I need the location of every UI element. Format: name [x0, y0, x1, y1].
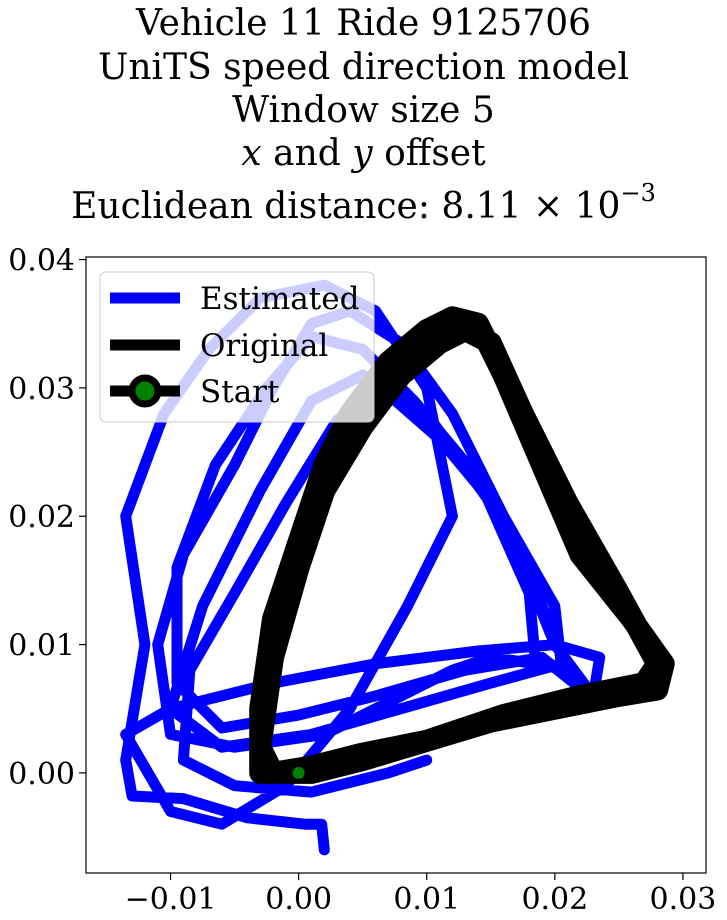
x-tick-label: 0.01	[393, 882, 460, 917]
title-line-5: Euclidean distance: 8.11 × 10−3	[0, 177, 727, 227]
y-tick-label: 0.00	[8, 757, 75, 792]
legend: Estimated Original Start	[99, 271, 375, 423]
y-tick-label: 0.02	[8, 500, 75, 535]
axes-frame	[85, 256, 707, 874]
title-line-2: UniTS speed direction model	[98, 47, 629, 88]
title-line-1: Vehicle 11 Ride 9125706	[135, 3, 592, 44]
y-tick-label: 0.03	[8, 372, 75, 407]
title-distance: Euclidean distance: 8.11 × 10	[71, 186, 621, 227]
legend-start-label: Start	[200, 374, 280, 410]
title-line-3: Window size 5	[232, 90, 495, 131]
title-line-4: x and y offset	[0, 134, 727, 174]
title-distance-exponent: −3	[620, 179, 656, 207]
legend-start-marker	[128, 374, 162, 408]
legend-estimated-label: Estimated	[200, 281, 359, 317]
title-and: and	[261, 133, 353, 174]
legend-original-label: Original	[200, 328, 328, 364]
x-tick-label: 0.02	[521, 882, 588, 917]
legend-box	[99, 271, 375, 423]
x-tick-label: 0.03	[650, 882, 717, 917]
y-tick-label: 0.01	[8, 629, 75, 664]
series-estimated-line	[120, 279, 606, 856]
ticks-layer: −0.01 0.00 0.01 0.02 0.03 0.00 0.01 0.02 0.03 0.0…	[8, 244, 716, 917]
series-layer	[120, 279, 675, 856]
x-tick-label: −0.01	[125, 882, 217, 917]
series-original-line	[249, 306, 675, 784]
y-tick-label: 0.04	[8, 244, 75, 279]
x-tick-label: 0.00	[265, 882, 332, 917]
title-offset: offset	[372, 133, 486, 174]
title-y-var: y	[352, 133, 373, 174]
title-x-var: x	[241, 133, 262, 174]
start-point-marker	[292, 766, 305, 779]
